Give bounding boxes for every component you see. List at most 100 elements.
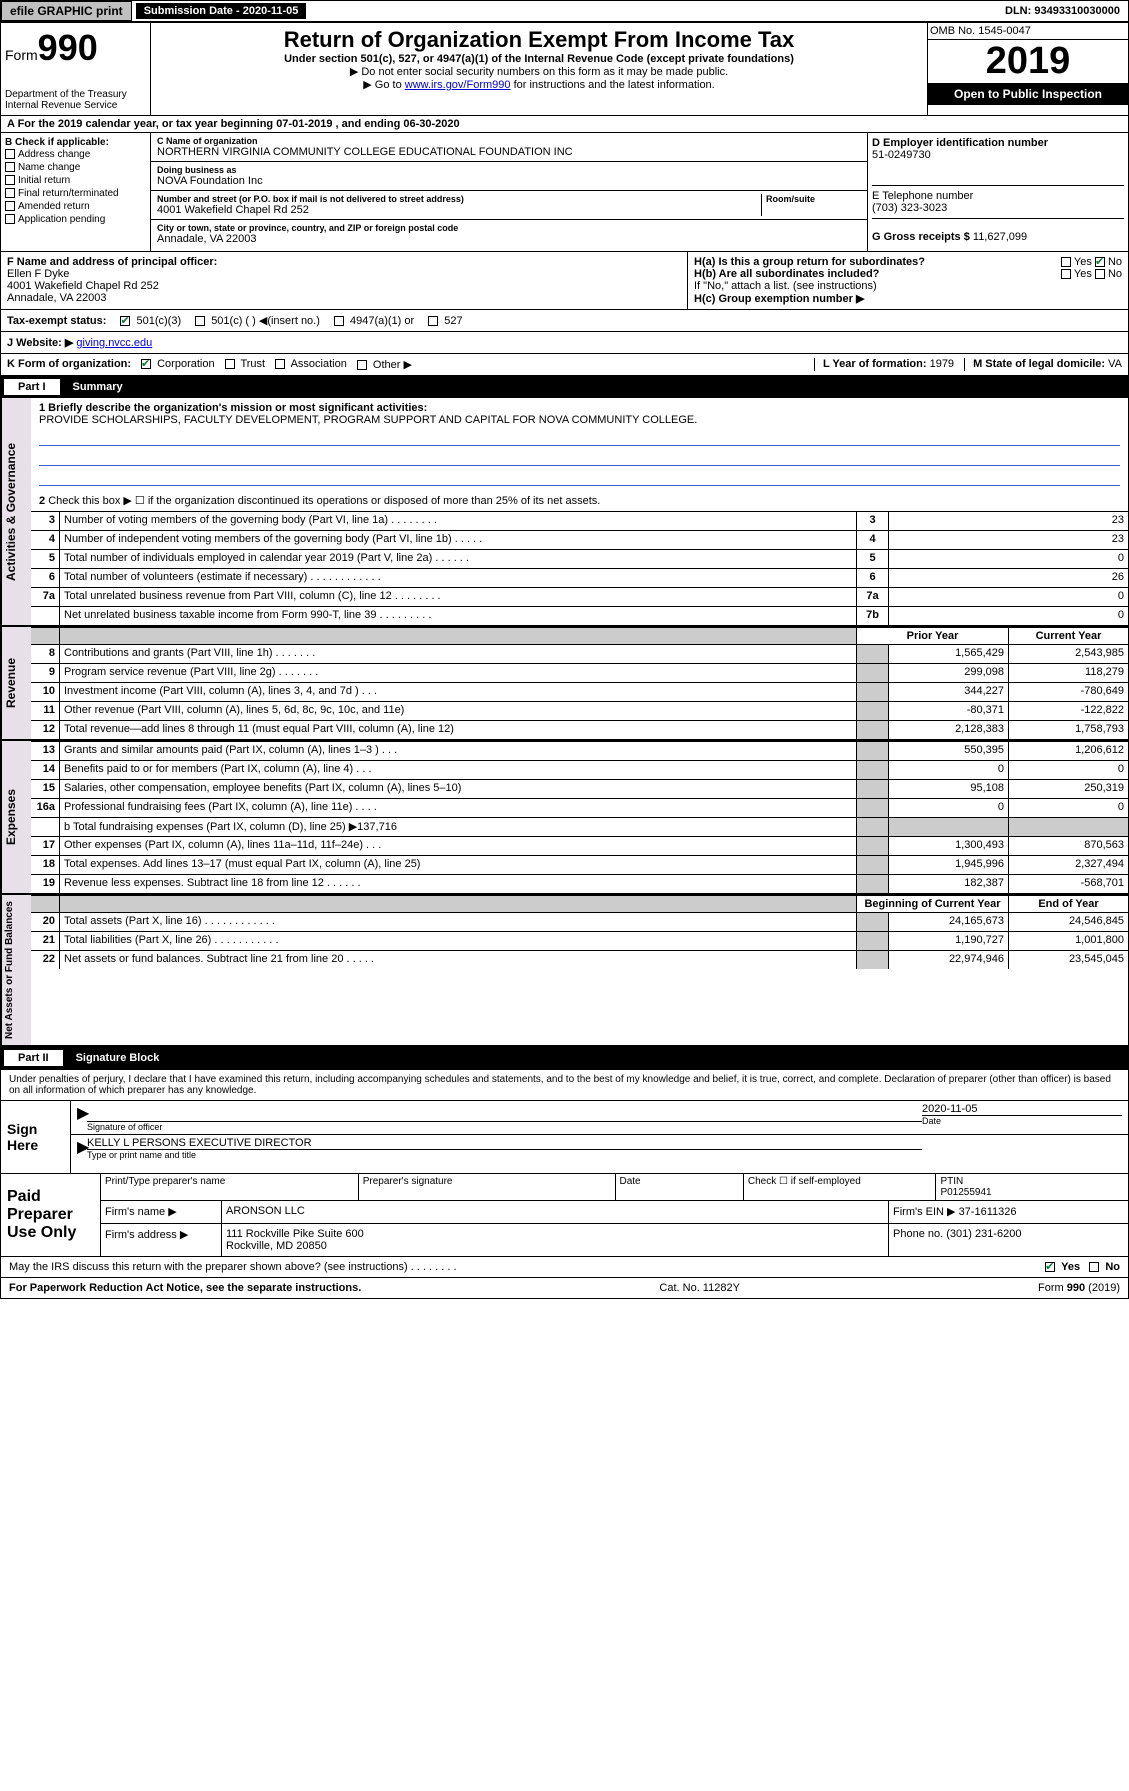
city-state-zip: Annadale, VA 22003 (157, 233, 861, 245)
col-prior-year: Prior Year (856, 628, 1008, 644)
line-text: Contributions and grants (Part VIII, lin… (59, 645, 856, 663)
hc-label: H(c) Group exemption number ▶ (694, 292, 1122, 305)
line-text: Other expenses (Part IX, column (A), lin… (59, 837, 856, 855)
cb-name-change[interactable]: Name change (5, 161, 146, 174)
cb-trust[interactable] (225, 359, 235, 369)
sig-date-label: Date (922, 1115, 1122, 1126)
line-value: 23 (888, 531, 1128, 549)
arrow-icon: ▶ (77, 1137, 87, 1160)
ha-no[interactable] (1095, 257, 1105, 267)
firm-city: Rockville, MD 20850 (226, 1240, 884, 1252)
cb-other[interactable] (357, 360, 367, 370)
current-value: 1,758,793 (1008, 721, 1128, 739)
form-number: Form990 (5, 27, 146, 69)
cb-association[interactable] (275, 359, 285, 369)
cb-501c3[interactable] (120, 316, 130, 326)
mission-text: PROVIDE SCHOLARSHIPS, FACULTY DEVELOPMEN… (39, 414, 1120, 426)
h-ptin-label: PTIN (940, 1176, 1124, 1187)
firm-name: ARONSON LLC (221, 1201, 888, 1222)
current-value: -568,701 (1008, 875, 1128, 893)
cb-final-return[interactable]: Final return/terminated (5, 187, 146, 200)
e-phone-label: E Telephone number (872, 190, 1124, 202)
cb-corporation[interactable] (141, 359, 151, 369)
current-value: 1,001,800 (1008, 932, 1128, 950)
current-value: -122,822 (1008, 702, 1128, 720)
cb-amended-return[interactable]: Amended return (5, 200, 146, 213)
h-prep-name: Print/Type preparer's name (101, 1174, 358, 1200)
l16b: b Total fundraising expenses (Part IX, c… (59, 818, 856, 836)
b-checkboxes: Address change Name change Initial retur… (5, 148, 146, 226)
phone-value: (703) 323-3023 (872, 202, 1124, 214)
current-value: 250,319 (1008, 780, 1128, 798)
current-value: 23,545,045 (1008, 951, 1128, 969)
cb-application-pending[interactable]: Application pending (5, 213, 146, 226)
d-ein-label: D Employer identification number (872, 137, 1124, 149)
room-label: Room/suite (766, 194, 861, 204)
note-ssn: ▶ Do not enter social security numbers o… (155, 65, 923, 78)
footer-formno: Form 990 (2019) (1038, 1282, 1120, 1294)
cb-527[interactable] (428, 316, 438, 326)
prior-value: 1,565,429 (888, 645, 1008, 663)
line-text: Net assets or fund balances. Subtract li… (59, 951, 856, 969)
ha-yes[interactable] (1061, 257, 1071, 267)
discuss-question: May the IRS discuss this return with the… (9, 1261, 457, 1273)
i-label: Tax-exempt status: (7, 315, 106, 327)
form-header: Form990 Department of the Treasury Inter… (1, 23, 1128, 116)
h-prep-sig: Preparer's signature (358, 1174, 615, 1200)
officer-addr1: 4001 Wakefield Chapel Rd 252 (7, 280, 681, 292)
current-value: 0 (1008, 761, 1128, 779)
subdate-label: Submission Date - 2020-11-05 (136, 3, 307, 19)
hb-note: If "No," attach a list. (see instruction… (694, 280, 1122, 292)
part2-header: Part II Signature Block (1, 1047, 1128, 1069)
line-value: 0 (888, 550, 1128, 568)
cb-501c[interactable] (195, 316, 205, 326)
k-label: K Form of organization: (7, 358, 131, 371)
current-value: 2,327,494 (1008, 856, 1128, 874)
current-value: 2,543,985 (1008, 645, 1128, 663)
line-value: 0 (888, 607, 1128, 625)
col-eoy: End of Year (1008, 896, 1128, 912)
col-current-year: Current Year (1008, 628, 1128, 644)
paid-preparer-label: Paid Preparer Use Only (1, 1174, 101, 1256)
footer-paperwork: For Paperwork Reduction Act Notice, see … (9, 1282, 361, 1294)
line-text: Total revenue—add lines 8 through 11 (mu… (59, 721, 856, 739)
hb-yes[interactable] (1061, 269, 1071, 279)
f-label: F Name and address of principal officer: (7, 256, 681, 268)
prior-value: 1,945,996 (888, 856, 1008, 874)
note-link: ▶ Go to www.irs.gov/Form990 for instruct… (155, 78, 923, 91)
firm-address: 111 Rockville Pike Suite 600 (226, 1228, 884, 1240)
prior-value: 1,190,727 (888, 932, 1008, 950)
vlabel-netassets: Net Assets or Fund Balances (1, 895, 31, 1045)
hb-no[interactable] (1095, 269, 1105, 279)
efile-button[interactable]: efile GRAPHIC print (1, 1, 132, 21)
state-domicile: VA (1108, 358, 1122, 370)
prior-value: 0 (888, 761, 1008, 779)
cb-address-change[interactable]: Address change (5, 148, 146, 161)
h-prep-date: Date (615, 1174, 743, 1200)
sign-here-label: Sign Here (1, 1101, 71, 1173)
form-title: Return of Organization Exempt From Incom… (155, 27, 923, 53)
website-link[interactable]: giving.nvcc.edu (76, 337, 152, 349)
cb-4947[interactable] (334, 316, 344, 326)
line-text: Revenue less expenses. Subtract line 18 … (59, 875, 856, 893)
b-label: B Check if applicable: (5, 137, 146, 148)
discuss-yes[interactable] (1045, 1262, 1055, 1272)
line-text: Total number of individuals employed in … (59, 550, 856, 568)
firm-phone: (301) 231-6200 (946, 1228, 1021, 1240)
discuss-no[interactable] (1089, 1262, 1099, 1272)
current-value: 1,206,612 (1008, 742, 1128, 760)
line-text: Program service revenue (Part VIII, line… (59, 664, 856, 682)
open-inspection: Open to Public Inspection (928, 83, 1128, 105)
gross-receipts: 11,627,099 (973, 231, 1027, 243)
irs-link[interactable]: www.irs.gov/Form990 (405, 79, 511, 91)
line-text: Total number of volunteers (estimate if … (59, 569, 856, 587)
dln: DLN: 93493310030000 (997, 3, 1128, 19)
prior-value: 24,165,673 (888, 913, 1008, 931)
arrow-icon: ▶ (77, 1103, 87, 1132)
rev-blank (31, 628, 59, 644)
cb-initial-return[interactable]: Initial return (5, 174, 146, 187)
current-value: 118,279 (1008, 664, 1128, 682)
line-text: Investment income (Part VIII, column (A)… (59, 683, 856, 701)
street-address: 4001 Wakefield Chapel Rd 252 (157, 204, 761, 216)
print-name-label: Type or print name and title (87, 1149, 922, 1160)
